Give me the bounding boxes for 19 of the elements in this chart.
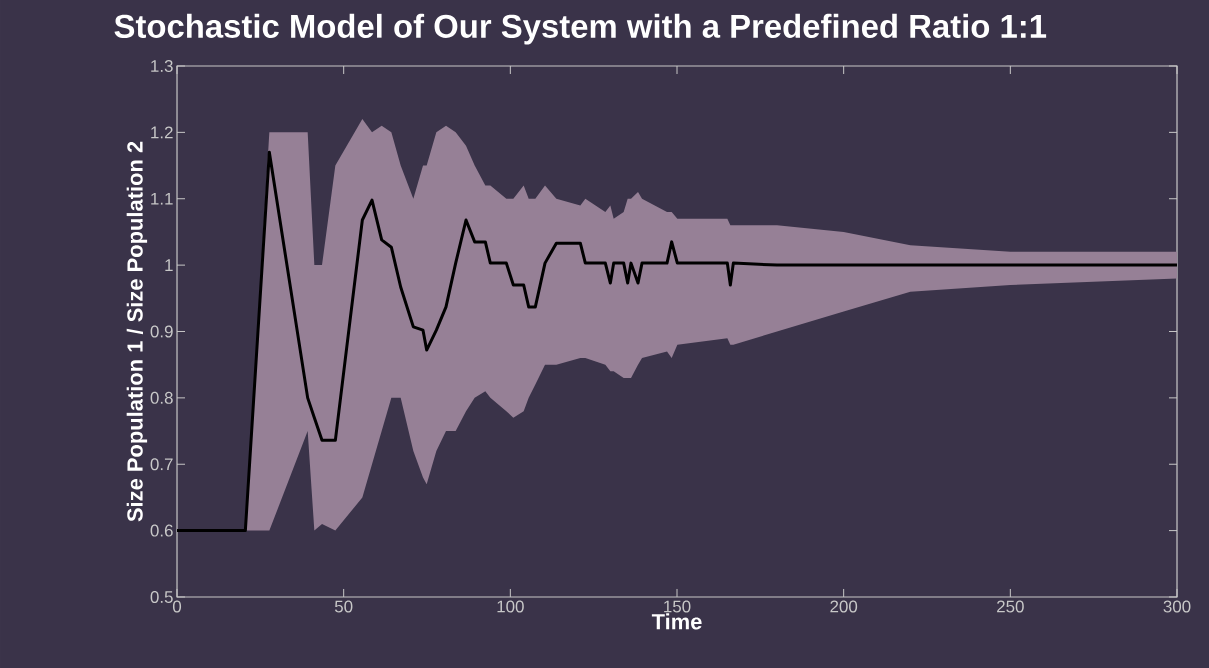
x-tick-label: 250 [997, 600, 1024, 613]
y-tick-label: 1.2 [151, 126, 173, 139]
y-tick-label: 1.1 [151, 192, 173, 205]
x-tick-label: 100 [497, 600, 524, 613]
y-tick-label: 1 [165, 259, 173, 271]
y-tick-label: 0.7 [150, 458, 173, 471]
y-tick-label: 0.6 [150, 524, 173, 537]
chart-title: Stochastic Model of Our System with a Predefined Ratio 1:1 [114, 13, 1047, 45]
y-tick-label: 0.5 [150, 590, 173, 603]
x-tick-label: 150 [664, 600, 691, 613]
y-tick-label: 0.9 [150, 325, 173, 338]
y-tick-label: 0.8 [150, 391, 173, 404]
x-tick-label: 300 [1163, 600, 1191, 613]
y-axis-title: Size Population 1 / Size Population 2 [126, 141, 148, 522]
x-tick-label: 50 [334, 600, 353, 613]
x-tick-label: 200 [830, 600, 858, 613]
y-tick-label: 1.3 [151, 59, 173, 72]
x-tick-label: 0 [172, 600, 182, 613]
x-axis-title: Time [651, 613, 702, 630]
